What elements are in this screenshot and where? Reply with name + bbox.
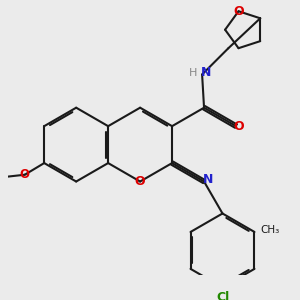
Text: O: O xyxy=(20,168,30,181)
Text: O: O xyxy=(234,120,244,133)
Text: H: H xyxy=(189,68,198,77)
Text: O: O xyxy=(135,175,146,188)
Text: N: N xyxy=(203,173,213,186)
Text: Cl: Cl xyxy=(216,291,229,300)
Text: O: O xyxy=(233,5,244,18)
Text: CH₃: CH₃ xyxy=(260,225,280,235)
Text: N: N xyxy=(201,66,211,79)
